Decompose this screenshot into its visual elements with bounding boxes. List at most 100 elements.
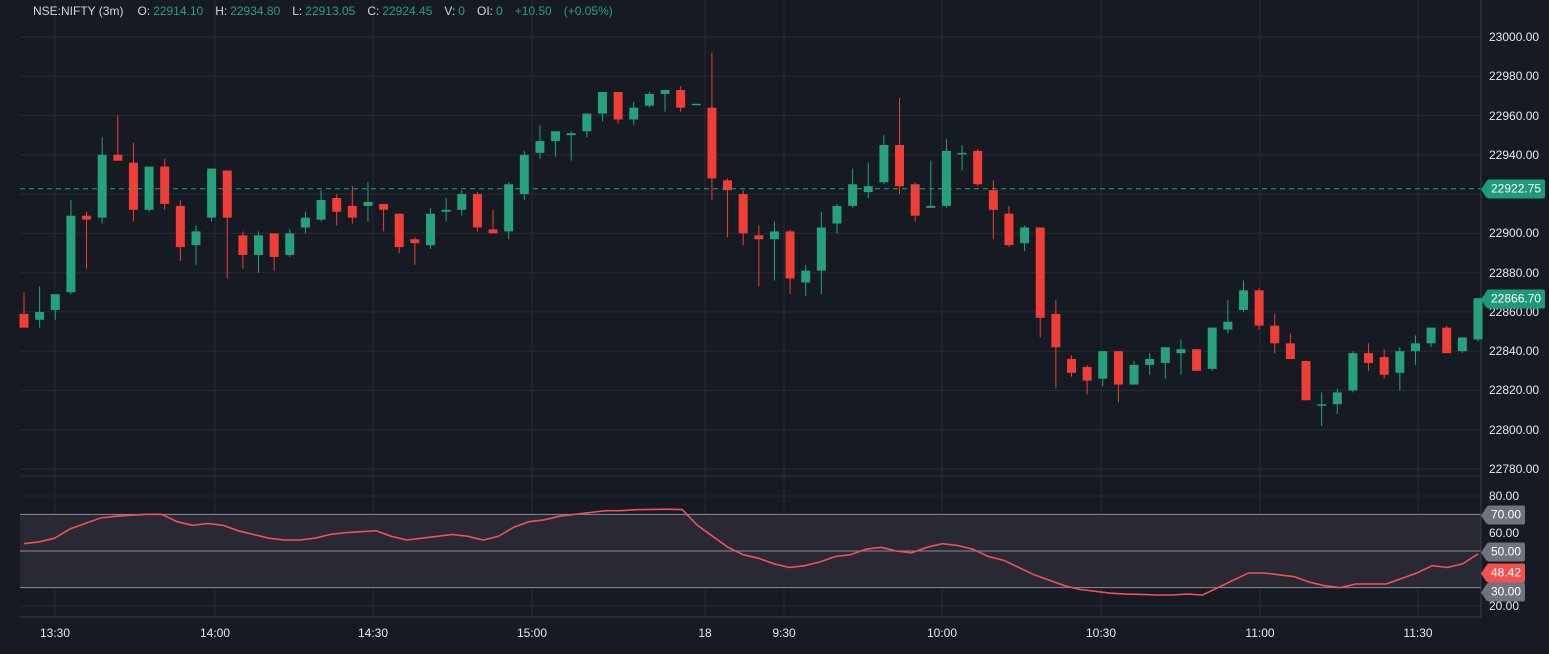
candle-body (1192, 349, 1202, 371)
candle-body (660, 90, 670, 94)
candle-body (566, 133, 576, 136)
candle-body (895, 144, 905, 187)
candle-body (754, 235, 764, 240)
time-tick-label: 10:00 (926, 626, 958, 640)
rsi-tick-label: 80.00 (1489, 489, 1520, 503)
candle-body (957, 152, 967, 155)
candle-body (941, 150, 951, 206)
last-price-tag: 22866.70 (1487, 289, 1546, 309)
candle-body (879, 144, 889, 183)
open-label: O: (137, 4, 151, 18)
candle-body (1129, 364, 1139, 385)
time-tick-label: 10:30 (1085, 626, 1117, 640)
candle-body (1457, 337, 1467, 352)
candle-body (597, 91, 607, 114)
candle-body (910, 184, 920, 216)
candle-body (254, 235, 264, 255)
candle-body (1051, 313, 1061, 348)
candle-body (332, 198, 342, 212)
candle-body (457, 194, 467, 210)
close-label: C: (367, 4, 380, 18)
candle-body (347, 205, 357, 218)
candle-body (644, 93, 654, 106)
candle-body (1348, 353, 1358, 391)
rsi-band-30-tag: 30.00 (1487, 582, 1526, 602)
candle-body (785, 231, 795, 279)
candle-body (66, 215, 76, 293)
rsi-line (23, 508, 1479, 596)
candle-body (848, 184, 858, 206)
candle-body (769, 231, 779, 240)
candle-body (1395, 351, 1405, 373)
candle-body (363, 201, 373, 206)
candle-body (1410, 343, 1420, 352)
candle-body (816, 227, 826, 271)
candle-body (535, 141, 545, 153)
candle-body (394, 213, 404, 248)
candle-body (207, 168, 217, 218)
candle-body (1426, 327, 1436, 344)
candle-body (1113, 351, 1123, 385)
candle-body (1270, 325, 1280, 344)
candle-body (676, 90, 686, 108)
candle-body (1160, 347, 1170, 363)
candle-body (1207, 327, 1217, 369)
candle-body (1067, 359, 1077, 373)
price-tick-label: 22900.00 (1489, 226, 1540, 241)
candle-body (1285, 343, 1295, 360)
candle-body (191, 231, 201, 246)
volume-label: V: (444, 4, 456, 18)
candle-body (410, 239, 420, 244)
candle-body (801, 270, 811, 283)
price-tick-label: 22980.00 (1489, 69, 1540, 84)
price-tick-label: 22780.00 (1489, 461, 1540, 476)
low-label: L: (292, 4, 303, 18)
candle-body (973, 150, 983, 185)
rsi-band-70-tag: 70.00 (1487, 505, 1526, 525)
candle-body (300, 217, 310, 228)
candle-body (551, 131, 561, 142)
time-tick-label: 9:30 (772, 626, 796, 640)
candle-body (50, 294, 60, 310)
candle-body (488, 229, 498, 234)
symbol-label: NSE:NIFTY (3m) (33, 4, 124, 18)
candle-body (1004, 213, 1014, 246)
price-tick-label: 22960.00 (1489, 108, 1540, 123)
candle-body (926, 205, 936, 208)
rsi-current-tag: 48.42 (1487, 563, 1526, 583)
candle-body (175, 205, 185, 248)
candle-body (472, 194, 482, 228)
candle-body (160, 166, 170, 204)
candle-body (1145, 359, 1155, 365)
candle-body (316, 199, 326, 220)
candle-body (1254, 290, 1264, 326)
candle-body (128, 162, 138, 210)
open-value: 22914.10 (153, 4, 204, 18)
candle-body (629, 107, 639, 120)
volume-value: 0 (458, 4, 465, 18)
candle-body (97, 154, 107, 218)
candle-body (1238, 290, 1248, 310)
change-percent: (+0.05%) (563, 4, 613, 18)
candle-body (988, 190, 998, 210)
price-tick-label: 22840.00 (1489, 344, 1540, 359)
candle-body (379, 203, 389, 210)
candle-body (1082, 366, 1092, 381)
candle-body (1035, 227, 1045, 318)
candle-body (1098, 351, 1108, 379)
time-tick-label: 14:30 (357, 626, 389, 640)
candle-body (1317, 404, 1327, 406)
candle-body (35, 311, 45, 320)
time-tick-label: 11:30 (1403, 626, 1433, 640)
candle-body (1364, 353, 1374, 363)
time-tick-label: 18 (698, 626, 712, 640)
rsi-tick-label: 20.00 (1489, 598, 1520, 613)
price-tick-label: 22820.00 (1489, 383, 1540, 398)
change-value: +10.50 (514, 4, 552, 18)
candle-body (222, 170, 232, 218)
candle-body (285, 233, 295, 255)
time-tick-label: 13:30 (39, 626, 71, 640)
candle-body (723, 180, 733, 191)
close-value: 22924.45 (382, 4, 433, 18)
